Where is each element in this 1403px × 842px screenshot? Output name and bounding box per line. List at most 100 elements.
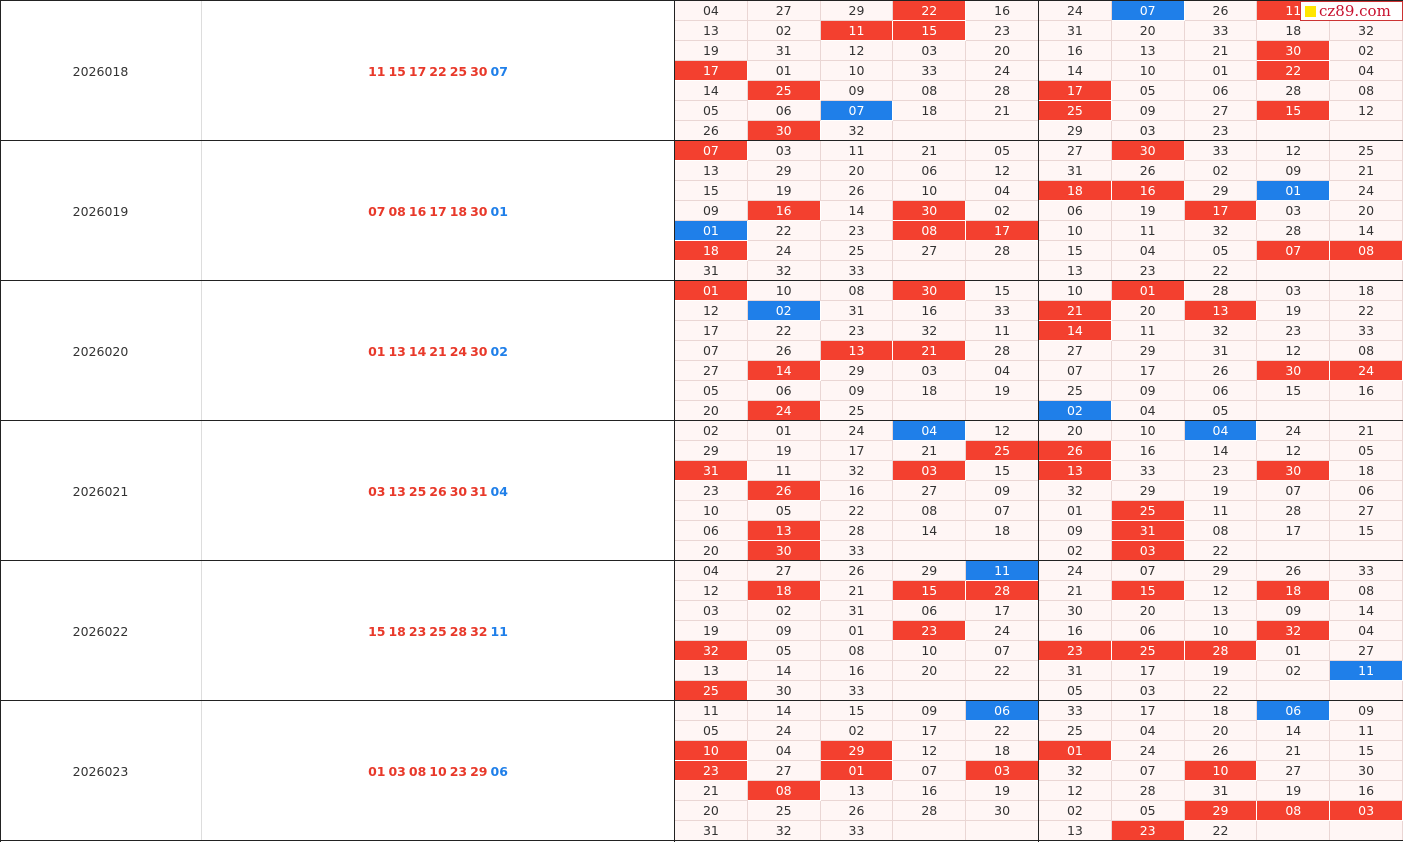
grid-cell: 20	[1184, 721, 1258, 741]
row-separator	[0, 420, 1403, 421]
grid-cell: 16	[893, 301, 967, 321]
grid-cell: 26	[1184, 741, 1258, 761]
grid-cell: 26	[1184, 1, 1258, 21]
grid-cell: 25	[1039, 101, 1112, 121]
grid-cell: 02	[1330, 41, 1403, 61]
grid-cell: 32	[1184, 321, 1258, 341]
grid-cell: 19	[675, 41, 748, 61]
grid-cell: 07	[820, 101, 894, 121]
red-number: 03	[368, 483, 386, 499]
grid-cell: 11	[1111, 321, 1185, 341]
grid-cell: 12	[1257, 441, 1331, 461]
grid-cell: 10	[820, 61, 894, 81]
grid-cell: 24	[1257, 421, 1331, 441]
grid-cell: 16	[1039, 621, 1112, 641]
grid-cell: 30	[1257, 361, 1331, 381]
grid-cell: 09	[893, 701, 967, 721]
red-number: 13	[388, 343, 406, 359]
grid-cell: 13	[675, 161, 748, 181]
grid-cell: 04	[1111, 401, 1185, 421]
grid-cell: 08	[893, 221, 967, 241]
red-number: 23	[449, 763, 468, 779]
grid-cell: 24	[966, 621, 1039, 641]
grid-cell: 12	[675, 301, 748, 321]
grid-cell	[1330, 261, 1403, 281]
grid-cell: 08	[1330, 241, 1403, 261]
grid-cell: 30	[747, 681, 821, 701]
issue-cell: 2026021	[0, 421, 202, 561]
grid-cell: 30	[893, 201, 967, 221]
grid-cell: 32	[747, 821, 821, 841]
grid-cell: 12	[966, 421, 1039, 441]
grid-cell: 21	[675, 781, 748, 801]
grid-cell: 08	[893, 501, 967, 521]
grid-cell: 15	[1257, 101, 1331, 121]
red-number: 25	[429, 623, 447, 639]
grid-cell: 15	[1257, 381, 1331, 401]
grid-cell: 01	[1184, 61, 1258, 81]
grid-cell: 01	[747, 61, 821, 81]
grid-cell: 05	[966, 141, 1039, 161]
grid-cell: 22	[893, 1, 967, 21]
grid-cell: 27	[675, 361, 748, 381]
grid-cell: 18	[893, 101, 967, 121]
grid-cell: 12	[1257, 341, 1331, 361]
grid-cell: 01	[675, 281, 748, 301]
grid-cell: 33	[1330, 561, 1403, 581]
grid-cell: 24	[747, 241, 821, 261]
grid-cell: 23	[820, 321, 894, 341]
grid-cell: 09	[747, 621, 821, 641]
grid-cell: 16	[747, 201, 821, 221]
numbers-cell: 03 13 25 26 30 31 04	[202, 421, 675, 561]
grid-cell: 08	[1330, 341, 1403, 361]
grid-cell: 27	[893, 481, 967, 501]
grid-cell: 06	[966, 701, 1039, 721]
grid-cell: 14	[747, 701, 821, 721]
grid-cell: 31	[1184, 781, 1258, 801]
grid-cell: 14	[1184, 441, 1258, 461]
red-number: 07	[368, 203, 386, 219]
grid-cell: 04	[1330, 61, 1403, 81]
red-number: 25	[449, 63, 468, 79]
grid-cell: 19	[1184, 481, 1258, 501]
grid-cell: 25	[1039, 381, 1112, 401]
grid-cell: 26	[820, 801, 894, 821]
issue-cell: 2026020	[0, 281, 202, 421]
grid-cell: 12	[1039, 781, 1112, 801]
grid-cell: 12	[1330, 101, 1403, 121]
grid-cell: 27	[1039, 341, 1112, 361]
grid-cell: 29	[675, 441, 748, 461]
red-number: 15	[368, 623, 386, 639]
red-number: 08	[408, 763, 427, 779]
grid-cell: 23	[1184, 461, 1258, 481]
red-number: 21	[429, 343, 447, 359]
grid-cell: 14	[1330, 601, 1403, 621]
grid-cell: 22	[966, 661, 1039, 681]
grid-cell: 12	[966, 161, 1039, 181]
grid-cell: 27	[1330, 641, 1403, 661]
grid-cell: 16	[820, 481, 894, 501]
grid-cell	[966, 121, 1039, 141]
grid-cell: 19	[1184, 661, 1258, 681]
grid-cell: 32	[1039, 761, 1112, 781]
grid-divider	[674, 0, 675, 842]
grid-cell: 18	[675, 241, 748, 261]
grid-cell: 21	[1330, 421, 1403, 441]
grid-cell: 11	[966, 321, 1039, 341]
grid-cell: 28	[1184, 641, 1258, 661]
grid-cell: 13	[1039, 821, 1112, 841]
grid-cell: 14	[1039, 61, 1112, 81]
grid-cell: 05	[675, 721, 748, 741]
grid-cell: 30	[747, 541, 821, 561]
grid-cell: 19	[966, 781, 1039, 801]
grid-cell: 21	[893, 441, 967, 461]
grid-cell: 06	[1330, 481, 1403, 501]
grid-cell: 01	[1257, 181, 1331, 201]
row-separator	[0, 280, 1403, 281]
grid-cell: 01	[820, 621, 894, 641]
grid-cell: 04	[1184, 421, 1258, 441]
grid-cell: 31	[1039, 161, 1112, 181]
grid-cell: 19	[1257, 301, 1331, 321]
grid-cell: 26	[1184, 361, 1258, 381]
grid-cell: 28	[1111, 781, 1185, 801]
